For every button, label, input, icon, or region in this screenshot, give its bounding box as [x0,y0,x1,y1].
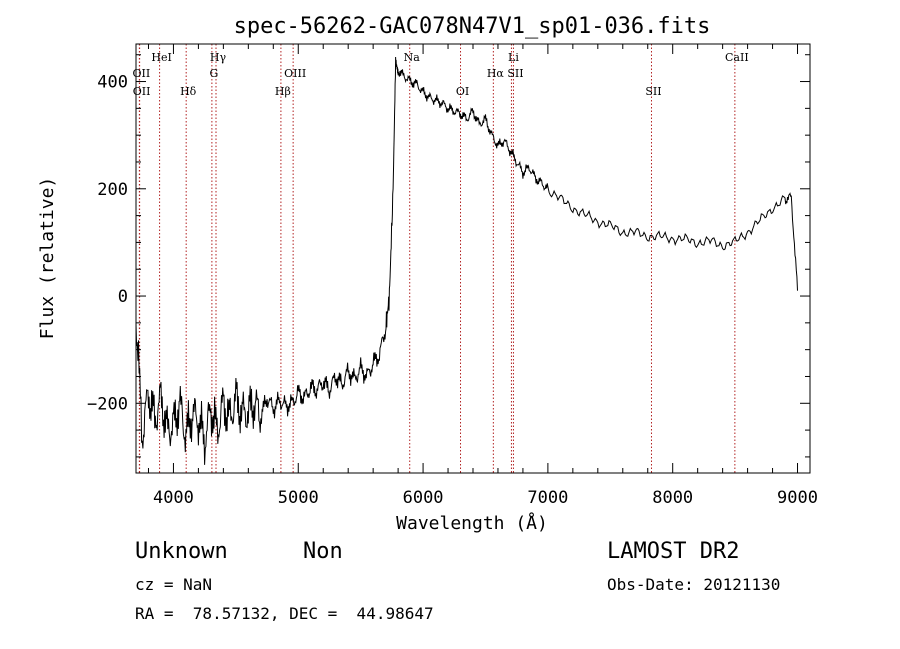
x-tick-label: 6000 [403,488,444,508]
x-axis-label: Wavelength (Å) [396,512,548,534]
y-tick-label: −200 [87,394,128,414]
x-tick-label: 5000 [278,488,319,508]
spectral-line-label: SII [645,85,661,98]
y-tick-label: 200 [97,180,128,200]
spectral-line-label: OII [133,67,151,80]
spectral-line-label: SII [507,67,523,80]
ra-dec-coordinates: RA = 78.57132, DEC = 44.98647 [135,604,434,623]
x-tick-label: 4000 [153,488,194,508]
spectrum-line [135,56,798,465]
plot-frame [135,43,811,474]
survey-name: LAMOST DR2 [607,539,740,564]
y-tick-label: 0 [118,287,128,307]
spectral-line-label: Na [404,51,421,64]
object-class: Unknown [135,539,228,564]
spectral-line-label: Hβ [275,85,291,98]
spectral-line-label: Li [508,51,519,64]
x-tick-label: 8000 [652,488,693,508]
y-tick-label: 400 [97,73,128,93]
redshift-cz: cz = NaN [135,575,213,594]
spectral-line-label: Hγ [210,51,227,64]
plot-area: 4000 5000 6000 7000 8000 9000 −200 0 200 400 OII OI… [87,43,818,508]
spectrum-chart: spec-56262-GAC078N47V1_sp01-036.fits 400… [37,14,818,534]
spectral-line-label: Hδ [180,85,197,98]
spectral-line-label: HeI [151,51,171,64]
object-subclass: Non [303,539,343,564]
x-tick-label: 7000 [527,488,568,508]
spectral-line-label: CaII [725,51,749,64]
spectral-line-label: G [209,67,218,80]
x-tick-label: 9000 [777,488,818,508]
spectral-line-label: OI [456,85,469,98]
spectral-line-label: OIII [284,67,306,80]
spectral-line-label: OII [133,85,151,98]
spectral-line-label: Hα [487,67,505,80]
chart-title: spec-56262-GAC078N47V1_sp01-036.fits [234,14,711,39]
observation-date: Obs-Date: 20121130 [607,575,781,594]
y-axis-label: Flux (relative) [37,177,58,340]
